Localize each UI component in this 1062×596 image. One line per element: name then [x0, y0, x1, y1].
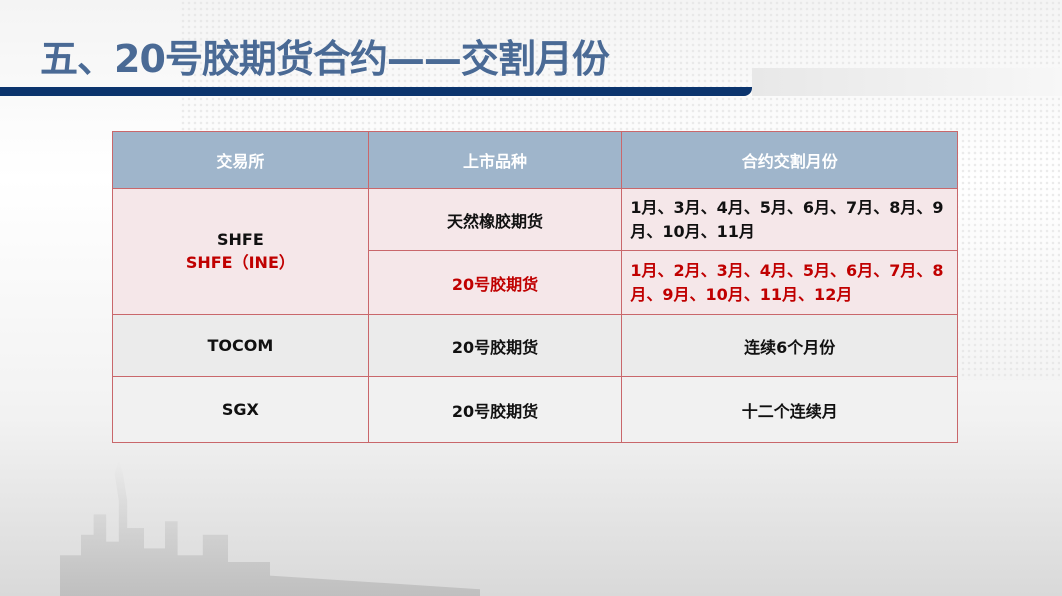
page-title: 五、20号胶期货合约——交割月份	[40, 37, 610, 81]
header-exchange: 交易所	[112, 131, 369, 189]
delivery-months-table: 交易所 上市品种 合约交割月份 SHFE SHFE（INE） 天然橡胶期货 1月…	[112, 131, 958, 443]
header-months: 合约交割月份	[621, 131, 958, 189]
product-cell: 20号胶期货	[367, 376, 623, 443]
table-row: 20号胶期货 1月、2月、3月、4月、5月、6月、7月、8月、9月、10月、11…	[113, 250, 958, 315]
table-row: SGX 20号胶期货 十二个连续月	[112, 376, 958, 443]
header-product: 上市品种	[367, 131, 623, 189]
months-cell: 1月、2月、3月、4月、5月、6月、7月、8月、9月、10月、11月、12月	[621, 250, 958, 315]
city-skyline-decoration	[60, 460, 480, 596]
table-row: SHFE SHFE（INE） 天然橡胶期货 1月、3月、4月、5月、6月、7月、…	[112, 188, 958, 315]
months-cell: 连续6个月份	[621, 314, 958, 377]
exchange-cell: TOCOM	[112, 314, 369, 377]
months-cell: 十二个连续月	[621, 376, 958, 443]
exchange-name: SHFE	[216, 230, 264, 249]
product-cell: 天然橡胶期货	[367, 188, 623, 251]
table-row: TOCOM 20号胶期货 连续6个月份	[112, 314, 958, 377]
title-underline	[0, 87, 752, 96]
exchange-cell: SGX	[112, 376, 369, 443]
exchange-name-ine: SHFE（INE）	[185, 253, 295, 272]
exchange-cell: SHFE SHFE（INE）	[112, 188, 369, 315]
table-header-row: 交易所 上市品种 合约交割月份	[112, 131, 958, 189]
header-band	[752, 68, 1062, 96]
months-cell: 1月、3月、4月、5月、6月、7月、8月、9月、10月、11月	[621, 188, 958, 251]
product-cell: 20号胶期货	[367, 250, 623, 315]
product-cell: 20号胶期货	[367, 314, 623, 377]
